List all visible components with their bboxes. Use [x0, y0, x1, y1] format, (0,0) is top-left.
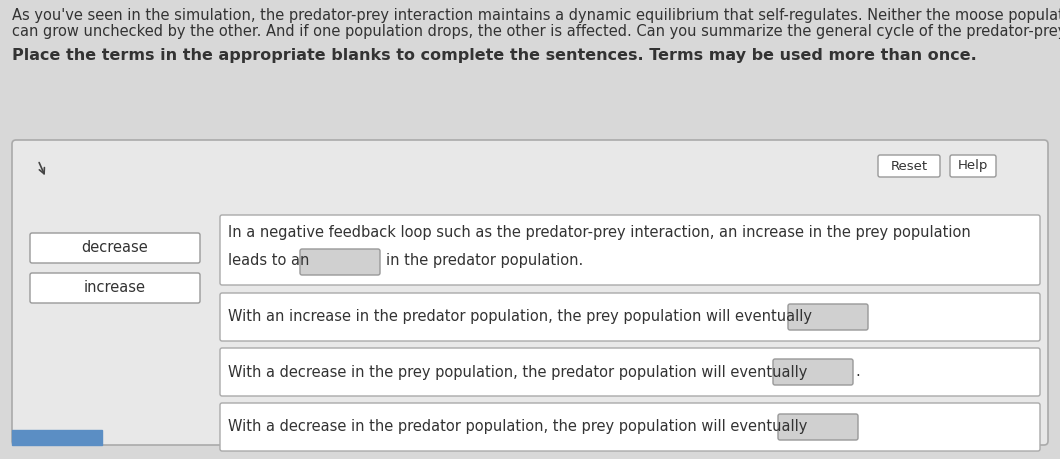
FancyBboxPatch shape: [220, 403, 1040, 451]
Text: Help: Help: [958, 159, 988, 173]
FancyBboxPatch shape: [778, 414, 858, 440]
FancyBboxPatch shape: [220, 293, 1040, 341]
FancyBboxPatch shape: [30, 273, 200, 303]
Text: With a decrease in the predator population, the prey population will eventually: With a decrease in the predator populati…: [228, 420, 808, 435]
Text: With an increase in the predator population, the prey population will eventually: With an increase in the predator populat…: [228, 309, 812, 325]
FancyBboxPatch shape: [220, 348, 1040, 396]
Text: decrease: decrease: [82, 241, 148, 256]
Text: Reset: Reset: [890, 159, 928, 173]
Text: can grow unchecked by the other. And if one population drops, the other is affec: can grow unchecked by the other. And if …: [12, 24, 1060, 39]
Text: As you've seen in the simulation, the predator-prey interaction maintains a dyna: As you've seen in the simulation, the pr…: [12, 8, 1060, 23]
FancyBboxPatch shape: [788, 304, 868, 330]
FancyBboxPatch shape: [773, 359, 853, 385]
FancyBboxPatch shape: [300, 249, 379, 275]
FancyBboxPatch shape: [12, 140, 1048, 445]
FancyBboxPatch shape: [950, 155, 996, 177]
FancyBboxPatch shape: [878, 155, 940, 177]
Text: In a negative feedback loop such as the predator-prey interaction, an increase i: In a negative feedback loop such as the …: [228, 225, 971, 240]
FancyBboxPatch shape: [220, 215, 1040, 285]
Bar: [12, 430, 102, 445]
Text: With a decrease in the prey population, the predator population will eventually: With a decrease in the prey population, …: [228, 364, 808, 380]
Text: .: .: [855, 364, 860, 380]
Text: Place the terms in the appropriate blanks to complete the sentences. Terms may b: Place the terms in the appropriate blank…: [12, 48, 976, 63]
FancyBboxPatch shape: [30, 233, 200, 263]
Text: leads to an: leads to an: [228, 253, 310, 268]
Text: increase: increase: [84, 280, 146, 296]
Text: in the predator population.: in the predator population.: [386, 253, 583, 268]
